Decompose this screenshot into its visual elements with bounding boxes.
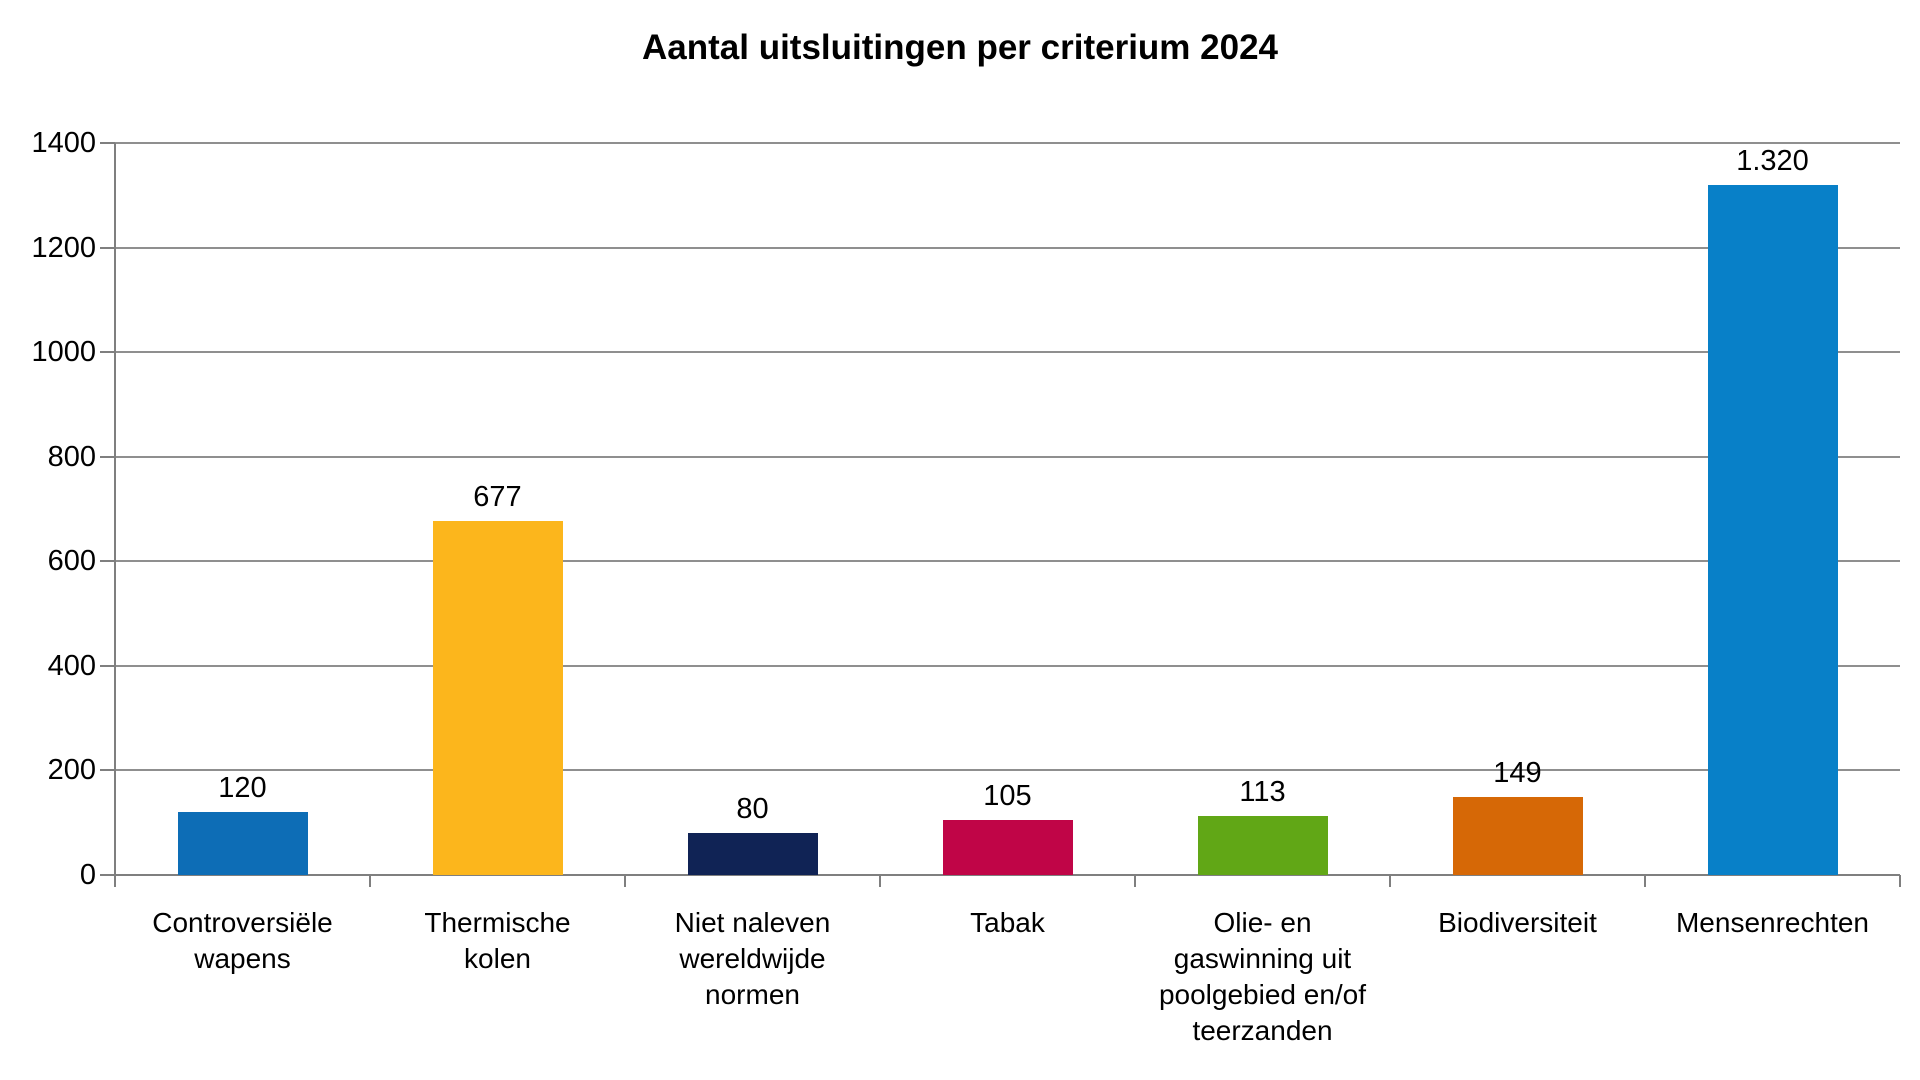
y-axis-label-600: 600 bbox=[47, 545, 96, 578]
x-axis-tick-1 bbox=[369, 875, 371, 887]
y-axis-line bbox=[114, 143, 116, 887]
x-axis-category-label-2: Thermische kolen bbox=[424, 907, 571, 974]
y-axis-label-1200: 1200 bbox=[31, 231, 96, 264]
y-axis-tick-800 bbox=[100, 455, 115, 458]
bar-value-label-3: 80 bbox=[736, 793, 769, 826]
bar-2 bbox=[432, 521, 563, 875]
bar-5 bbox=[1197, 815, 1328, 875]
bar-value-label-6: 149 bbox=[1493, 757, 1542, 790]
y-axis-label-400: 400 bbox=[47, 649, 96, 682]
bar-6 bbox=[1452, 797, 1583, 875]
y-axis-tick-400 bbox=[100, 664, 115, 667]
y-axis-tick-1000 bbox=[100, 351, 115, 354]
bar-7 bbox=[1707, 184, 1838, 875]
x-axis-category-label-1: Controversiële wapens bbox=[152, 907, 333, 974]
x-axis-tick-4 bbox=[1134, 875, 1136, 887]
y-axis-tick-600 bbox=[100, 560, 115, 563]
x-axis-tick-5 bbox=[1389, 875, 1391, 887]
y-axis-label-1400: 1400 bbox=[31, 127, 96, 159]
y-axis-label-800: 800 bbox=[47, 440, 96, 473]
x-axis-category-label-7: Mensenrechten bbox=[1675, 907, 1869, 938]
gridline-y-1200 bbox=[115, 246, 1900, 249]
gridline-y-600 bbox=[115, 560, 1900, 563]
y-axis-label-200: 200 bbox=[47, 754, 96, 787]
y-axis-tick-1200 bbox=[100, 246, 115, 249]
y-axis-tick-200 bbox=[100, 769, 115, 772]
y-axis-label-0: 0 bbox=[79, 859, 96, 891]
x-axis-tick-6 bbox=[1644, 875, 1646, 887]
bar-value-label-5: 113 bbox=[1239, 775, 1286, 808]
x-axis-tick-3 bbox=[879, 875, 881, 887]
chart-title: Aantal uitsluitingen per criterium 2024 bbox=[642, 28, 1278, 67]
gridline-y-800 bbox=[115, 455, 1900, 458]
bar-value-label-7: 1.320 bbox=[1736, 144, 1809, 177]
x-axis-category-label-4: Tabak bbox=[970, 907, 1045, 938]
x-axis-category-label-5: Olie- en gaswinning uit poolgebied en/of… bbox=[1158, 907, 1367, 1046]
y-axis-label-1000: 1000 bbox=[31, 336, 96, 369]
bar-value-label-2: 677 bbox=[473, 481, 522, 514]
x-axis-line bbox=[115, 874, 1900, 876]
gridline-y-200 bbox=[115, 769, 1900, 772]
bar-value-label-4: 105 bbox=[983, 780, 1032, 813]
bar-4 bbox=[942, 820, 1073, 875]
bar-3 bbox=[687, 833, 818, 875]
x-axis-tick-7 bbox=[1899, 875, 1901, 887]
bar-1 bbox=[177, 812, 308, 875]
x-axis-category-label-3: Niet naleven wereldwijde normen bbox=[674, 907, 831, 1010]
bar-value-label-1: 120 bbox=[218, 772, 267, 805]
y-axis-tick-1400 bbox=[100, 142, 115, 144]
gridline-y-1000 bbox=[115, 351, 1900, 354]
y-axis-tick-0 bbox=[100, 874, 115, 876]
x-axis-tick-2 bbox=[624, 875, 626, 887]
gridline-y-1400 bbox=[115, 142, 1900, 144]
gridline-y-400 bbox=[115, 664, 1900, 667]
x-axis-category-label-6: Biodiversiteit bbox=[1438, 907, 1597, 938]
